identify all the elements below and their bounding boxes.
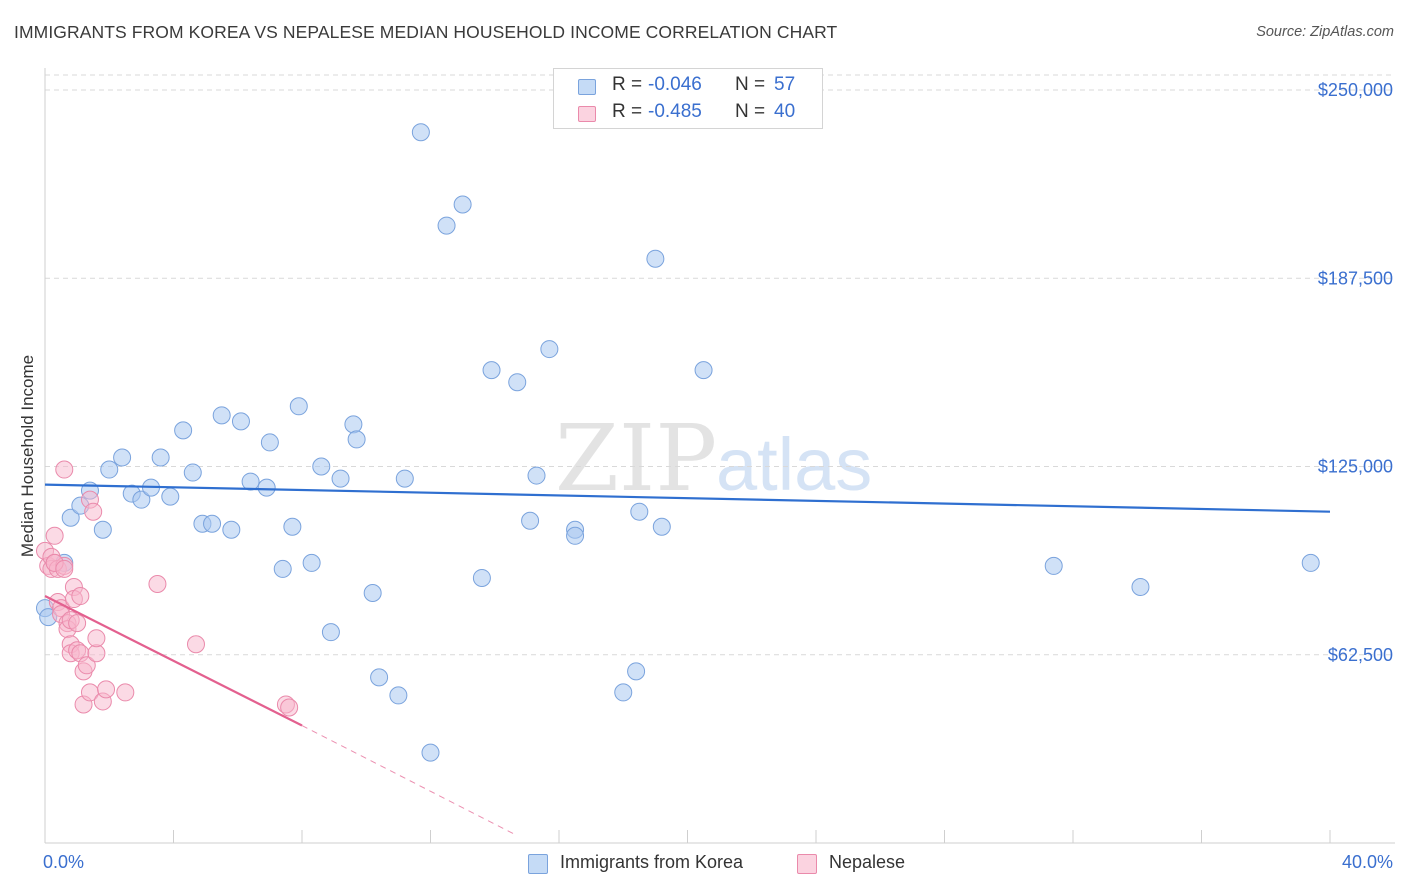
data-point-korea <box>273 559 292 578</box>
data-point-korea <box>389 686 408 705</box>
stats-n-value: 57 <box>774 74 796 95</box>
data-point-korea <box>113 448 132 467</box>
data-point-korea <box>652 517 671 536</box>
legend-label-korea: Immigrants from Korea <box>560 852 744 872</box>
data-point-korea <box>203 514 222 533</box>
watermark-atlas: atlas <box>716 423 872 506</box>
data-point-korea <box>694 361 713 380</box>
legend-swatch-korea <box>528 854 548 874</box>
data-point-korea <box>370 668 389 687</box>
data-point-nepalese <box>87 629 106 648</box>
data-point-nepalese <box>116 683 135 702</box>
data-point-korea <box>508 373 527 392</box>
chart-title: IMMIGRANTS FROM KOREA VS NEPALESE MEDIAN… <box>14 22 838 42</box>
stats-n-label: N = <box>735 101 766 122</box>
watermark: ZIP atlas <box>555 405 872 512</box>
data-point-korea <box>566 526 585 545</box>
data-point-korea <box>437 216 456 235</box>
data-point-korea <box>1044 556 1063 575</box>
data-point-korea <box>453 195 472 214</box>
data-point-korea <box>312 457 331 476</box>
data-point-korea <box>421 743 440 762</box>
y-tick-labels: $62,500 $125,000 $187,500 $250,000 <box>1318 80 1393 665</box>
stats-r-label: R = <box>612 101 643 122</box>
data-point-korea <box>1301 553 1320 572</box>
data-point-korea <box>540 340 559 359</box>
gridlines <box>45 74 1395 656</box>
data-point-korea <box>222 520 241 539</box>
stats-r-value: -0.485 <box>648 101 702 122</box>
data-point-korea <box>614 683 633 702</box>
data-point-nepalese <box>87 644 106 663</box>
data-point-korea <box>289 397 308 416</box>
data-point-korea <box>174 421 193 440</box>
data-point-korea <box>321 623 340 642</box>
stats-r-value: -0.046 <box>648 74 702 95</box>
y-tick-label: $187,500 <box>1318 268 1393 288</box>
data-point-nepalese <box>148 574 167 593</box>
data-point-nepalese <box>280 698 299 717</box>
data-point-korea <box>231 412 250 431</box>
data-point-korea <box>363 584 382 603</box>
data-point-korea <box>482 361 501 380</box>
data-point-korea <box>132 490 151 509</box>
data-point-nepalese <box>71 587 90 606</box>
data-point-korea <box>161 487 180 506</box>
data-point-korea <box>183 463 202 482</box>
stats-n-label: N = <box>735 74 766 95</box>
data-point-korea <box>1131 578 1150 596</box>
data-point-korea <box>347 430 366 449</box>
data-point-nepalese <box>97 680 116 699</box>
data-point-korea <box>395 469 414 488</box>
trend-line-nepalese-extension <box>301 725 515 835</box>
data-point-korea <box>627 662 646 681</box>
x-tick-label-min: 0.0% <box>43 852 85 872</box>
watermark-zip: ZIP <box>555 405 717 512</box>
y-tick-label: $250,000 <box>1318 80 1393 100</box>
stats-r-label: R = <box>612 74 643 95</box>
data-point-nepalese <box>55 559 74 578</box>
data-point-korea <box>630 502 649 521</box>
trend-line-nepalese <box>44 595 303 727</box>
data-point-korea <box>472 568 491 587</box>
trend-lines <box>44 483 1331 835</box>
data-point-korea <box>283 517 302 536</box>
data-point-korea <box>302 553 321 572</box>
data-point-nepalese <box>186 635 205 654</box>
data-point-korea <box>344 415 363 434</box>
x-tick-label-max: 40.0% <box>1341 852 1393 872</box>
data-point-korea <box>646 249 665 268</box>
data-point-korea <box>257 478 276 497</box>
legend-label-nepalese: Nepalese <box>829 852 906 872</box>
data-point-korea <box>411 123 430 142</box>
y-tick-label: $62,500 <box>1328 645 1393 665</box>
data-point-korea <box>241 472 260 491</box>
data-point-nepalese <box>55 460 74 479</box>
source-label: Source: ZipAtlas.com <box>1256 24 1394 40</box>
data-point-korea <box>100 460 119 479</box>
legend-swatch-nepalese <box>797 854 817 874</box>
y-tick-label: $125,000 <box>1318 457 1393 477</box>
stats-swatch-korea <box>578 79 596 95</box>
data-point-nepalese <box>68 614 87 633</box>
data-point-nepalese <box>45 526 64 545</box>
data-point-korea <box>151 448 170 467</box>
data-point-korea <box>527 466 546 485</box>
stats-box: R = -0.046 N = 57 R = -0.485 N = 40 <box>553 68 823 129</box>
data-point-korea <box>260 433 279 452</box>
data-point-korea <box>521 511 540 530</box>
stats-swatch-nepalese <box>578 106 596 122</box>
data-point-nepalese <box>77 656 96 675</box>
data-point-korea <box>93 520 112 539</box>
data-points <box>36 123 1320 762</box>
data-point-korea <box>331 469 350 488</box>
data-point-korea <box>61 508 80 527</box>
data-point-nepalese <box>84 502 103 521</box>
axes <box>44 68 1395 844</box>
trend-line-korea <box>44 483 1331 513</box>
stats-n-value: 40 <box>774 101 796 122</box>
data-point-korea <box>212 406 231 425</box>
